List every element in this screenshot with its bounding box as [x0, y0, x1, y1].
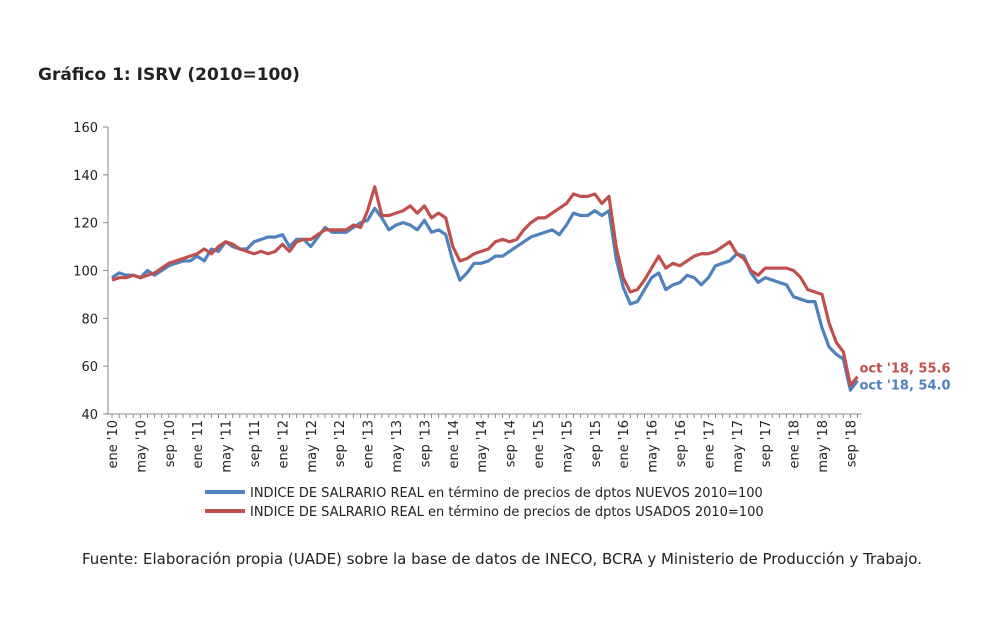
x-tick-label: ene '18 — [788, 420, 803, 468]
x-tick-label: sep '14 — [504, 420, 519, 467]
y-tick-label: 120 — [73, 217, 98, 232]
x-tick-label: may '11 — [220, 420, 235, 473]
y-tick-label: 160 — [73, 121, 98, 136]
x-tick-label: sep '15 — [589, 420, 604, 467]
series-line — [111, 206, 859, 392]
x-tick-label: may '17 — [731, 420, 746, 473]
x-tick-label: ene '16 — [617, 420, 632, 468]
series-line — [111, 185, 859, 387]
x-tick-label: sep '10 — [163, 420, 178, 467]
y-tick-label: 60 — [81, 360, 98, 375]
x-tick-label: may '16 — [646, 420, 661, 473]
x-tick-label: ene '14 — [447, 420, 462, 468]
y-tick-label: 40 — [81, 408, 98, 423]
x-tick-label: may '13 — [390, 420, 405, 473]
y-tick-label: 100 — [73, 265, 98, 280]
x-tick-label: ene '13 — [362, 420, 377, 468]
y-tick-label: 140 — [73, 169, 98, 184]
annotation: oct '18, 55.6 — [860, 362, 951, 377]
x-tick-label: may '14 — [475, 420, 490, 473]
x-tick-label: ene '10 — [106, 420, 121, 468]
x-tick-label: sep '17 — [759, 420, 774, 467]
x-tick-label: may '12 — [305, 420, 320, 473]
x-tick-label: ene '15 — [532, 420, 547, 468]
x-tick-label: may '18 — [816, 420, 831, 473]
x-tick-label: sep '18 — [844, 420, 859, 467]
legend-label: INDICE DE SALRARIO REAL en término de pr… — [250, 486, 763, 501]
x-tick-label: ene '12 — [276, 420, 291, 468]
chart-title: Gráfico 1: ISRV (2010=100) — [38, 65, 300, 85]
x-tick-label: may '15 — [560, 420, 575, 473]
y-tick-label: 80 — [81, 312, 98, 327]
annotation: oct '18, 54.0 — [860, 379, 951, 394]
x-tick-label: ene '17 — [702, 420, 717, 468]
legend-label: INDICE DE SALRARIO REAL en término de pr… — [250, 505, 764, 520]
x-tick-label: may '10 — [134, 420, 149, 473]
x-tick-label: sep '16 — [674, 420, 689, 467]
x-tick-label: sep '11 — [248, 420, 263, 467]
x-tick-label: sep '12 — [333, 420, 348, 467]
x-tick-label: ene '11 — [191, 420, 206, 468]
x-tick-label: sep '13 — [418, 420, 433, 467]
source-note: Fuente: Elaboración propia (UADE) sobre … — [82, 550, 922, 568]
